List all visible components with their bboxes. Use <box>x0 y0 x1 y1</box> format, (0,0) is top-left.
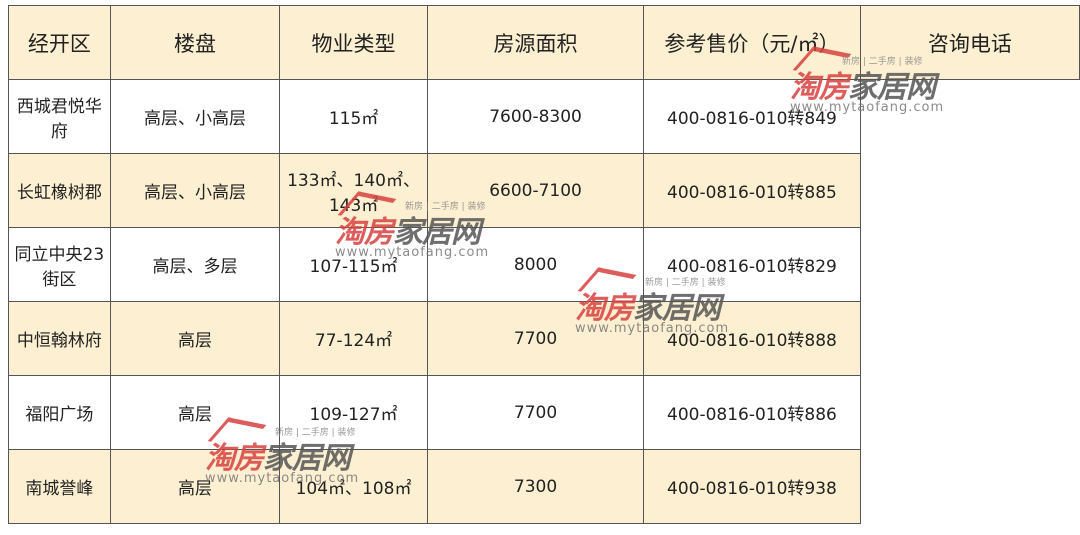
unit-area: 104㎡、108㎡ <box>279 449 428 524</box>
consult-phone: 400-0816-010转938 <box>643 449 861 524</box>
table-row: 同立中央23街区 高层、多层 107-115㎡ 8000 400-0816-010转82… <box>8 227 1080 302</box>
header-row: 经开区 楼盘 物业类型 房源面积 参考售价（元/㎡） 咨询电话 <box>8 5 1080 80</box>
consult-phone: 400-0816-010转888 <box>643 301 861 376</box>
reference-price: 6600-7100 <box>426 153 645 228</box>
property-type: 高层 <box>109 375 281 450</box>
table-row: 中恒翰林府 高层 77-124㎡ 7700 400-0816-010转888 <box>8 301 1080 376</box>
property-type: 高层、多层 <box>109 227 281 302</box>
property-name: 中恒翰林府 <box>8 301 111 376</box>
table-row: 南城誉峰 高层 104㎡、108㎡ 7300 400-0816-010转938 <box>8 449 1080 524</box>
consult-phone: 400-0816-010转829 <box>643 227 861 302</box>
consult-phone: 400-0816-010转849 <box>643 79 861 154</box>
unit-area: 115㎡ <box>279 79 428 154</box>
property-table: 经开区 楼盘 物业类型 房源面积 参考售价（元/㎡） 咨询电话 西城君悦华府 高层… <box>8 5 1080 524</box>
consult-phone: 400-0816-010转886 <box>643 375 861 450</box>
table-row: 福阳广场 高层 109-127㎡ 7700 400-0816-010转886 <box>8 375 1080 450</box>
reference-price: 7700 <box>426 301 645 376</box>
district-cell: 经开区 <box>8 5 111 80</box>
header-area: 房源面积 <box>426 5 645 80</box>
property-name: 西城君悦华府 <box>8 79 111 154</box>
consult-phone: 400-0816-010转885 <box>643 153 861 228</box>
reference-price: 7700 <box>426 375 645 450</box>
property-type: 高层 <box>109 449 281 524</box>
property-type: 高层、小高层 <box>109 153 281 228</box>
reference-price: 8000 <box>426 227 645 302</box>
property-type: 高层 <box>109 301 281 376</box>
property-name: 长虹橡树郡 <box>8 153 111 228</box>
reference-price: 7300 <box>426 449 645 524</box>
property-name: 南城誉峰 <box>8 449 111 524</box>
header-price: 参考售价（元/㎡） <box>643 5 861 80</box>
header-name: 楼盘 <box>109 5 281 80</box>
property-name: 福阳广场 <box>8 375 111 450</box>
unit-area: 133㎡、140㎡、143㎡ <box>279 153 428 228</box>
unit-area: 107-115㎡ <box>279 227 428 302</box>
unit-area: 109-127㎡ <box>279 375 428 450</box>
header-type: 物业类型 <box>279 5 428 80</box>
header-phone: 咨询电话 <box>859 5 1080 80</box>
reference-price: 7600-8300 <box>426 79 645 154</box>
table-row: 长虹橡树郡 高层、小高层 133㎡、140㎡、143㎡ 6600-7100 400-08… <box>8 153 1080 228</box>
unit-area: 77-124㎡ <box>279 301 428 376</box>
property-type: 高层、小高层 <box>109 79 281 154</box>
property-name: 同立中央23街区 <box>8 227 111 302</box>
table-row: 西城君悦华府 高层、小高层 115㎡ 7600-8300 400-0816-010转84… <box>8 79 1080 154</box>
